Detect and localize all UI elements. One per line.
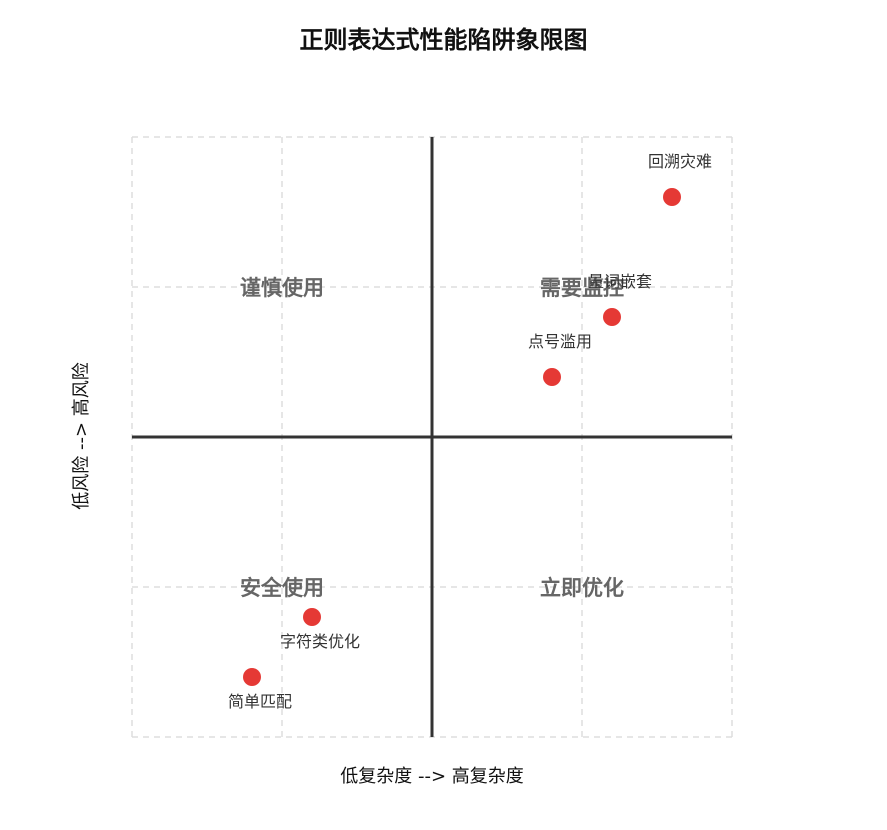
data-point (603, 308, 621, 326)
data-points (243, 188, 681, 686)
data-point (243, 668, 261, 686)
data-point (663, 188, 681, 206)
data-point (303, 608, 321, 626)
point-label: 字符类优化 (280, 632, 360, 651)
data-point (543, 368, 561, 386)
point-label: 简单匹配 (228, 692, 292, 711)
x-axis-label: 低复杂度 --> 高复杂度 (340, 766, 524, 787)
chart-title: 正则表达式性能陷阱象限图 (299, 26, 588, 54)
quadrant-label-bottom-right: 立即优化 (540, 576, 624, 600)
quadrant-axes (132, 137, 732, 737)
point-label: 点号滥用 (528, 332, 592, 351)
y-axis-label: 低风险 --> 高风险 (71, 362, 92, 510)
quadrant-label-top-right: 需要监控 (540, 276, 624, 300)
point-label: 量词嵌套 (588, 272, 652, 291)
point-label: 回溯灾难 (648, 152, 712, 171)
quadrant-label-bottom-left: 安全使用 (240, 576, 324, 600)
quadrant-label-top-left: 谨慎使用 (240, 276, 324, 300)
